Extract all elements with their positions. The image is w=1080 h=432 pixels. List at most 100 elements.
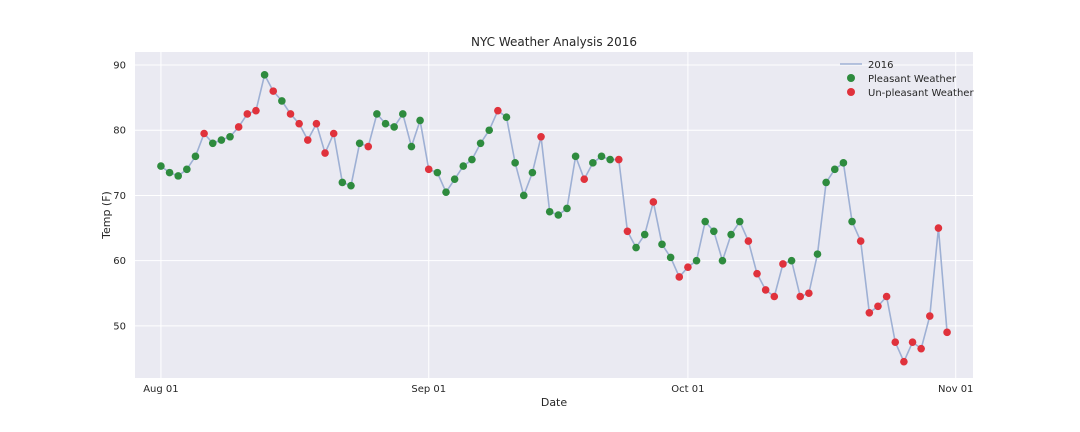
pleasant-weather-point <box>183 165 191 174</box>
unpleasant-weather-point <box>295 119 303 128</box>
unpleasant-weather-point <box>303 136 312 144</box>
pleasant-weather-point <box>355 139 364 148</box>
pleasant-weather-point <box>545 207 554 216</box>
unpleasant-weather-point <box>252 106 260 115</box>
pleasant-weather-point <box>632 243 640 252</box>
unpleasant-weather-point <box>243 110 252 118</box>
x-tick-labels: Aug 01 Sep 01 Oct 01 Nov 01 <box>143 384 973 395</box>
pleasant-weather-point <box>278 97 286 105</box>
pleasant-weather-point <box>208 139 217 148</box>
unpleasant-weather-point <box>234 123 243 131</box>
unpleasant-weather-point <box>312 119 321 128</box>
pleasant-weather-point <box>511 159 519 167</box>
y-tick-label: 60 <box>113 256 126 267</box>
y-axis-label: Temp (F) <box>100 191 113 240</box>
unpleasant-weather-point <box>329 129 338 138</box>
unpleasant-weather-point <box>753 269 761 278</box>
pleasant-weather-point <box>442 188 450 196</box>
x-tick-label: Sep 01 <box>411 384 446 395</box>
unpleasant-weather-point <box>891 338 900 346</box>
pleasant-weather-point <box>830 165 839 174</box>
pleasant-weather-point <box>735 217 744 226</box>
pleasant-weather-point <box>519 191 528 200</box>
unpleasant-weather-point <box>614 155 623 164</box>
pleasant-weather-point <box>485 126 494 135</box>
pleasant-weather-point <box>554 211 563 219</box>
pleasant-weather-point <box>191 152 200 161</box>
pleasant-weather-point <box>563 204 571 213</box>
y-tick-labels: 50 60 70 80 90 <box>113 61 126 333</box>
pleasant-weather-point <box>157 162 165 170</box>
unpleasant-weather-point <box>200 129 208 138</box>
pleasant-weather-point <box>710 227 718 236</box>
unpleasant-weather-point <box>649 198 658 206</box>
pleasant-weather-point <box>848 217 856 226</box>
x-tick-label: Oct 01 <box>671 384 704 395</box>
unpleasant-weather-point <box>684 263 692 271</box>
unpleasant-weather-point <box>675 273 684 281</box>
y-tick-label: 50 <box>113 321 126 332</box>
pleasant-weather-point <box>718 256 727 265</box>
legend: 2016 Pleasant Weather Un-pleasant Weathe… <box>840 60 974 99</box>
pleasant-weather-point <box>476 139 485 148</box>
unpleasant-weather-point <box>286 110 295 118</box>
x-tick-label: Nov 01 <box>938 384 973 395</box>
pleasant-weather-point <box>347 181 355 190</box>
unpleasant-weather-point <box>761 286 770 294</box>
legend-label-unpleasant: Un-pleasant Weather <box>868 88 974 99</box>
legend-label-pleasant: Pleasant Weather <box>868 74 957 85</box>
legend-label-2016: 2016 <box>868 60 893 71</box>
pleasant-weather-point <box>787 256 796 265</box>
unpleasant-weather-point <box>943 328 951 337</box>
unpleasant-weather-point <box>908 338 917 346</box>
unpleasant-weather-point <box>779 260 787 268</box>
pleasant-weather-point <box>416 116 424 125</box>
unpleasant-weather-point <box>321 149 329 157</box>
plot-area-background <box>135 52 973 378</box>
unpleasant-weather-point <box>900 357 908 366</box>
y-tick-label: 80 <box>113 126 126 137</box>
pleasant-weather-point <box>399 110 407 118</box>
pleasant-weather-point <box>528 168 537 177</box>
pleasant-weather-point <box>666 253 675 262</box>
unpleasant-weather-point <box>926 312 934 320</box>
chart-title: NYC Weather Analysis 2016 <box>471 35 637 49</box>
unpleasant-weather-point <box>494 106 502 115</box>
pleasant-weather-point <box>338 178 347 187</box>
pleasant-weather-point <box>468 155 476 164</box>
unpleasant-weather-point <box>856 237 865 245</box>
pleasant-weather-point <box>813 250 822 258</box>
unpleasant-weather-point <box>917 344 925 353</box>
pleasant-weather-point <box>226 132 234 141</box>
pleasant-weather-point <box>589 159 597 167</box>
pleasant-weather-point <box>606 155 614 164</box>
pleasant-weather-point <box>381 119 390 128</box>
unpleasant-weather-point <box>882 292 891 301</box>
unpleasant-weather-point <box>934 224 943 232</box>
pleasant-weather-point <box>658 240 666 249</box>
pleasant-weather-point <box>571 152 580 161</box>
y-tick-label: 90 <box>113 61 126 72</box>
unpleasant-weather-point <box>796 292 805 301</box>
pleasant-weather-point <box>165 168 174 177</box>
unpleasant-weather-point <box>874 302 882 311</box>
pleasant-weather-point <box>260 71 269 79</box>
unpleasant-weather-point <box>580 175 589 183</box>
unpleasant-weather-point <box>805 289 813 298</box>
grid-lines <box>135 52 973 378</box>
x-axis-label: Date <box>541 396 568 409</box>
pleasant-weather-point <box>174 172 182 180</box>
unpleasant-weather-point <box>269 87 278 95</box>
data-points-layer <box>157 71 951 366</box>
pleasant-weather-point <box>727 230 735 239</box>
pleasant-weather-point <box>701 217 709 226</box>
unpleasant-weather-point <box>770 292 779 301</box>
pleasant-weather-point <box>390 123 398 131</box>
unpleasant-weather-point <box>364 142 373 151</box>
unpleasant-weather-point <box>865 309 874 317</box>
unpleasant-weather-point <box>744 237 753 245</box>
unpleasant-weather-point <box>537 132 545 141</box>
pleasant-weather-point <box>373 110 381 118</box>
